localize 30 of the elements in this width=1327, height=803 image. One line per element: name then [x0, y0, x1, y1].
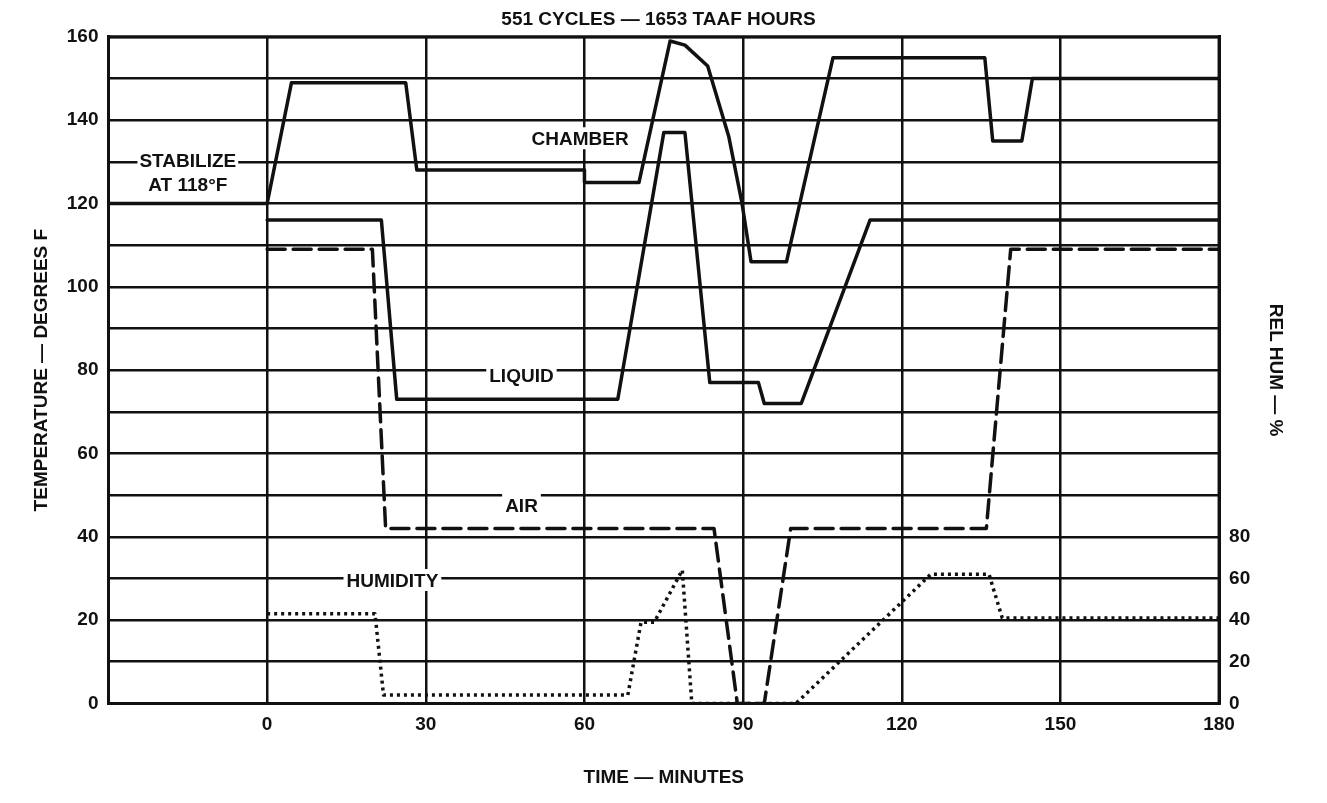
y-tick-label: 120 — [66, 191, 99, 213]
y-tick-label: 20 — [77, 608, 99, 630]
x-tick-label: 150 — [1044, 713, 1077, 735]
y-axis-title: TEMPERATURE — DEGREES F — [29, 228, 51, 512]
y-tick-label: 160 — [66, 25, 99, 47]
x-tick-label: 120 — [885, 713, 918, 735]
y-tick-label: 0 — [87, 691, 99, 713]
chart-title: 551 CYCLES — 1653 TAAF HOURS — [501, 7, 816, 29]
x-tick-label: 30 — [415, 713, 437, 735]
series-label: LIQUID — [489, 365, 554, 387]
y-tick-label: 100 — [66, 275, 99, 297]
y-tick-label: 140 — [66, 108, 99, 130]
x-tick-label: 180 — [1203, 713, 1235, 735]
series-label: HUMIDITY — [346, 569, 439, 591]
x-tick-label: 0 — [261, 713, 273, 735]
y2-tick-label: 80 — [1229, 524, 1251, 546]
y2-tick-label: 20 — [1229, 649, 1251, 671]
series-label: AIR — [505, 494, 539, 516]
y2-tick-label: 60 — [1229, 566, 1251, 588]
y-tick-label: 40 — [77, 524, 99, 546]
x-tick-label: 90 — [732, 713, 754, 735]
y-tick-label: 80 — [77, 358, 99, 380]
series-label: CHAMBER — [531, 128, 629, 150]
y2-axis-title: REL HUM — % — [1266, 303, 1288, 437]
y2-tick-label: 0 — [1229, 691, 1240, 713]
y-tick-label: 60 — [77, 441, 99, 463]
annotation: STABILIZE AT 118°F — [139, 150, 237, 196]
x-tick-label: 60 — [573, 713, 596, 735]
x-axis-title: TIME — MINUTES — [583, 765, 745, 787]
y2-tick-label: 40 — [1229, 608, 1251, 630]
